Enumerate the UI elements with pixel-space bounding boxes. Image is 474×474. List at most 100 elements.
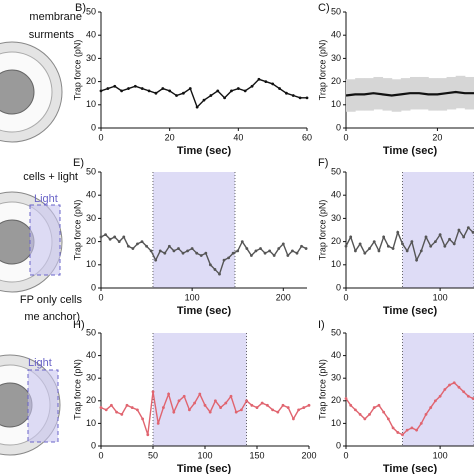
data-point: [281, 403, 285, 407]
data-point: [216, 89, 220, 93]
x-tick-label: 40: [233, 132, 243, 142]
data-point: [349, 403, 353, 407]
data-point: [202, 98, 206, 102]
x-tick-label: 20: [432, 132, 442, 142]
data-point: [250, 403, 254, 407]
data-point: [204, 251, 208, 255]
data-point: [222, 258, 226, 262]
data-point: [434, 399, 437, 403]
data-point: [276, 410, 280, 414]
data-point: [188, 87, 192, 90]
data-point: [391, 247, 395, 250]
nucleus: [0, 69, 35, 115]
y-tick-label: 40: [331, 190, 341, 200]
y-tick-label: 40: [331, 30, 341, 40]
x-tick-label: 50: [148, 450, 158, 460]
data-point: [443, 244, 447, 248]
data-point: [104, 233, 107, 237]
data-point: [457, 385, 461, 389]
data-point: [354, 249, 357, 253]
y-tick-label: 0: [91, 440, 96, 450]
x-axis-label: Time (sec): [177, 145, 232, 157]
y-tick-label: 30: [86, 53, 96, 63]
data-point: [234, 410, 238, 414]
row-label: surments: [29, 29, 75, 41]
data-point: [99, 406, 103, 409]
y-tick-label: 20: [331, 236, 341, 246]
data-point: [126, 244, 130, 248]
cell-diagram: [0, 41, 63, 143]
data-point: [213, 268, 217, 271]
data-point: [245, 399, 249, 403]
data-point: [199, 254, 203, 257]
data-point: [368, 247, 371, 250]
data-point: [145, 244, 148, 248]
data-point: [227, 256, 231, 260]
data-point: [131, 247, 135, 250]
data-point: [214, 399, 217, 403]
data-point: [99, 89, 103, 93]
data-point: [182, 394, 186, 398]
x-tick-label: 0: [343, 292, 348, 302]
data-point: [122, 235, 126, 239]
panel-label: F): [318, 157, 328, 169]
data-point: [344, 397, 348, 400]
x-tick-label: 100: [433, 450, 448, 460]
light-region: [152, 172, 235, 288]
data-point: [186, 249, 189, 253]
y-tick-label: 0: [336, 282, 341, 292]
x-tick-label: 0: [98, 292, 103, 302]
y-tick-label: 30: [86, 373, 96, 383]
x-axis-label: Time (sec): [177, 305, 232, 317]
y-tick-label: 40: [86, 30, 96, 40]
y-axis-label: Trap force (pN): [72, 359, 82, 420]
data-point: [410, 240, 414, 244]
data-point: [136, 242, 139, 246]
x-tick-label: 0: [98, 132, 103, 142]
data-point: [257, 77, 261, 81]
x-axis-label: Time (sec): [383, 145, 438, 157]
data-point: [193, 401, 197, 405]
data-line: [345, 90, 474, 97]
data-point: [158, 249, 162, 253]
data-point: [182, 91, 185, 95]
data-point: [372, 240, 376, 244]
data-point: [113, 84, 117, 88]
y-tick-label: 50: [331, 327, 341, 337]
y-tick-label: 10: [331, 99, 341, 109]
data-point: [268, 249, 272, 253]
y-tick-label: 20: [86, 236, 96, 246]
data-point: [259, 247, 262, 250]
data-point: [292, 417, 295, 421]
data-point: [452, 242, 456, 246]
data-point: [117, 240, 121, 244]
x-tick-label: 100: [185, 292, 200, 302]
y-tick-label: 20: [331, 76, 341, 86]
data-point: [240, 240, 244, 244]
data-point: [254, 249, 258, 253]
data-point: [466, 226, 470, 230]
y-tick-label: 0: [336, 122, 341, 132]
data-point: [429, 244, 433, 248]
data-point: [358, 412, 362, 416]
data-point: [354, 408, 357, 412]
data-point: [127, 87, 130, 90]
data-point: [133, 84, 137, 88]
data-point: [266, 403, 269, 407]
data-point: [271, 82, 275, 86]
data-point: [372, 406, 376, 409]
data-point: [264, 80, 268, 83]
x-tick-label: 20: [165, 132, 175, 142]
data-point: [401, 242, 404, 246]
data-point: [344, 244, 348, 248]
data-point: [249, 254, 253, 257]
data-point: [172, 410, 176, 414]
y-tick-label: 40: [86, 190, 96, 200]
data-point: [154, 91, 158, 95]
data-point: [260, 401, 264, 405]
data-point: [236, 249, 240, 253]
data-point: [231, 251, 235, 255]
x-tick-label: 100: [433, 292, 448, 302]
y-axis-label: Trap force (pN): [72, 200, 82, 261]
data-point: [457, 228, 461, 232]
